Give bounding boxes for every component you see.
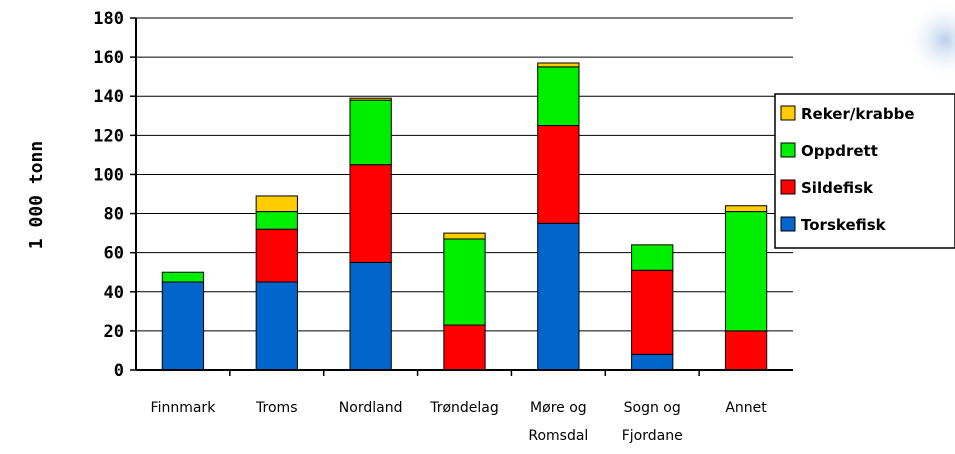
bar-segment — [255, 281, 298, 371]
bar-segment — [631, 244, 674, 271]
legend-swatch — [780, 142, 796, 158]
y-tick-label: 60 — [104, 244, 124, 264]
x-tick-label: Trøndelag — [429, 400, 499, 416]
bar-segment — [161, 271, 205, 283]
bar-segment — [349, 97, 392, 101]
legend-box — [774, 93, 955, 249]
legend-entry: Torskefisk — [801, 216, 887, 234]
x-tick-label: Nordland — [339, 400, 403, 416]
bar-segment — [161, 281, 205, 371]
y-tick-label: 40 — [104, 283, 124, 303]
decorative-background-blob — [905, 0, 955, 80]
y-tick-label: 160 — [93, 48, 124, 68]
legend-swatch — [780, 216, 796, 232]
legend-entry: Sildefisk — [801, 179, 874, 197]
bar-segment — [537, 222, 580, 371]
x-tick-label: Sogn og — [624, 400, 681, 416]
x-tick-label: Finnmark — [151, 400, 217, 416]
bar-segment — [537, 125, 580, 224]
x-tick-label: Annet — [725, 400, 767, 416]
legend: Reker/krabbe Oppdrett Sildefisk Torskefisk — [774, 93, 955, 249]
bar-segment — [631, 269, 674, 355]
bar-segment — [631, 353, 674, 371]
bar-segment — [443, 238, 486, 326]
bar-segment — [255, 228, 298, 283]
axes — [135, 18, 793, 376]
y-tick-label: 180 — [93, 9, 124, 29]
bar-segment — [537, 62, 580, 68]
y-tick-label: 0 — [114, 361, 124, 381]
y-tick-label: 80 — [104, 205, 124, 225]
y-axis-label: 1 000 tonn — [26, 141, 47, 249]
legend-swatch — [780, 105, 796, 121]
bar-segment — [537, 66, 580, 127]
legend-entry: Oppdrett — [801, 142, 878, 160]
bar-segment — [349, 164, 392, 263]
x-tick-label: Fjordane — [622, 428, 683, 444]
bars — [161, 62, 768, 371]
bar-segment — [349, 261, 392, 371]
x-tick-label: Romsdal — [528, 428, 588, 444]
bar-segment — [724, 205, 768, 213]
bar-segment — [724, 211, 768, 332]
bar-segment — [443, 232, 486, 240]
y-tick-labels: 0 20 40 60 80 100 120 140 160 180 — [93, 9, 124, 381]
bar-segment — [349, 99, 392, 166]
bar-segment — [443, 324, 486, 371]
bar-segment — [724, 330, 768, 371]
x-tick-labels: Finnmark Troms Nordland Trøndelag Møre og Rom… — [151, 400, 768, 444]
y-tick-label: 100 — [93, 165, 124, 185]
legend-entry: Reker/krabbe — [801, 105, 915, 123]
bar-segment — [255, 211, 298, 230]
x-tick-label: Troms — [255, 400, 297, 416]
y-tick-label: 120 — [93, 126, 124, 146]
y-tick-label: 140 — [93, 87, 124, 107]
x-tick-label: Møre og — [530, 400, 587, 416]
y-tick-label: 20 — [104, 322, 124, 342]
legend-swatch — [780, 179, 796, 195]
bar-segment — [255, 195, 298, 213]
